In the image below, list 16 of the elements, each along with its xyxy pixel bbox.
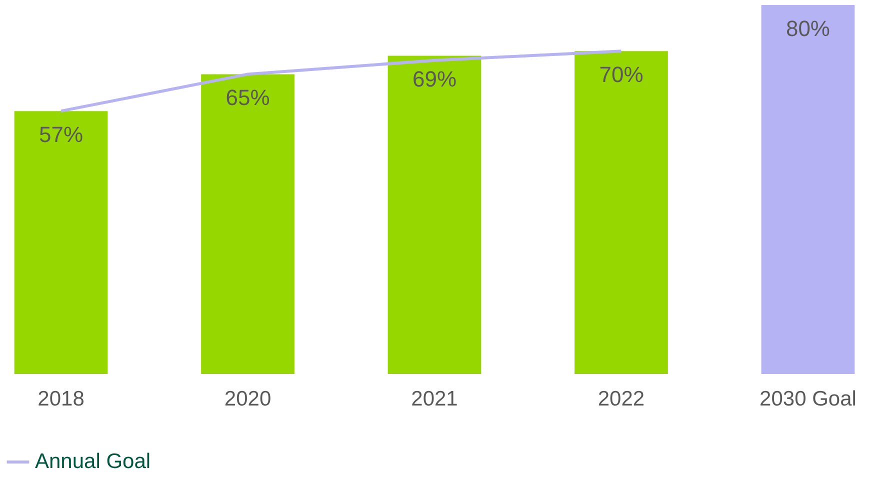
bar: [388, 56, 482, 374]
bar: [201, 74, 294, 374]
data-label: 57%: [39, 122, 84, 148]
x-tick-label: 2022: [598, 388, 645, 410]
bar: [14, 111, 108, 374]
x-tick-label: 2020: [224, 388, 272, 410]
data-label: 70%: [599, 62, 644, 88]
bar: [574, 51, 668, 374]
x-tick-label: 2021: [411, 388, 458, 410]
data-label: 80%: [786, 16, 830, 41]
legend-label: Annual Goal: [35, 450, 151, 473]
bar: [761, 5, 855, 374]
data-label: 69%: [412, 66, 457, 92]
x-tick-label: 2018: [38, 388, 84, 410]
x-tick-label: 2030 Goal: [760, 388, 856, 410]
data-label: 65%: [226, 85, 270, 110]
